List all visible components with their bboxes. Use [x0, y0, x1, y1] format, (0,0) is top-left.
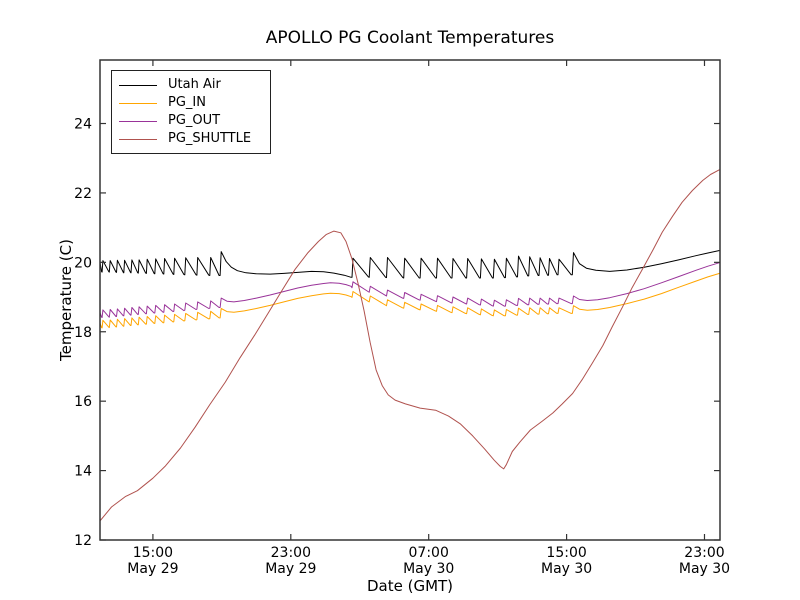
- series-line-pg-in: [100, 272, 720, 329]
- x-tick-label-date: May 29: [127, 561, 178, 577]
- series-line-utah-air: [100, 250, 720, 279]
- legend-label: PG_IN: [168, 95, 206, 110]
- y-tick-label: 24: [74, 117, 92, 133]
- y-tick-label: 16: [74, 394, 92, 410]
- x-tick-label-time: 15:00: [133, 545, 173, 561]
- legend-line-swatch: [119, 120, 157, 122]
- legend-entry: PG_SHUTTLE: [119, 130, 260, 148]
- x-tick-label-date: May 30: [541, 561, 592, 577]
- legend-entry: PG_IN: [119, 94, 260, 112]
- x-axis-label: Date (GMT): [366, 577, 454, 595]
- series-line-pg-out: [100, 262, 720, 318]
- y-tick-label: 22: [74, 186, 92, 202]
- legend-line-swatch: [119, 84, 157, 86]
- y-axis-label: Temperature (C): [57, 239, 75, 361]
- y-tick-label: 18: [74, 325, 92, 341]
- series-line-pg-shuttle: [100, 169, 720, 522]
- y-tick-label: 20: [74, 255, 92, 271]
- x-tick-label-time: 23:00: [271, 545, 311, 561]
- legend-label: PG_OUT: [168, 113, 221, 128]
- x-tick-label-date: May 30: [679, 561, 730, 577]
- legend-label: Utah Air: [168, 77, 221, 92]
- x-tick-label-time: 23:00: [684, 545, 724, 561]
- legend-label: PG_SHUTTLE: [168, 131, 252, 146]
- x-tick-label-date: May 30: [403, 561, 454, 577]
- legend-line-swatch: [119, 138, 157, 140]
- y-tick-label: 12: [74, 533, 92, 549]
- x-tick-label-time: 15:00: [546, 545, 586, 561]
- x-tick-label-date: May 29: [265, 561, 316, 577]
- chart-title: APOLLO PG Coolant Temperatures: [265, 28, 555, 48]
- y-tick-label: 14: [74, 464, 92, 480]
- axes-frame: [99, 59, 721, 541]
- legend: Utah Air PG_IN PG_OUT PG_SHUTTLE: [111, 70, 271, 154]
- legend-entry: Utah Air: [119, 76, 260, 94]
- x-tick-label-time: 07:00: [409, 545, 449, 561]
- legend-entry: PG_OUT: [119, 112, 260, 130]
- legend-line-swatch: [119, 102, 157, 104]
